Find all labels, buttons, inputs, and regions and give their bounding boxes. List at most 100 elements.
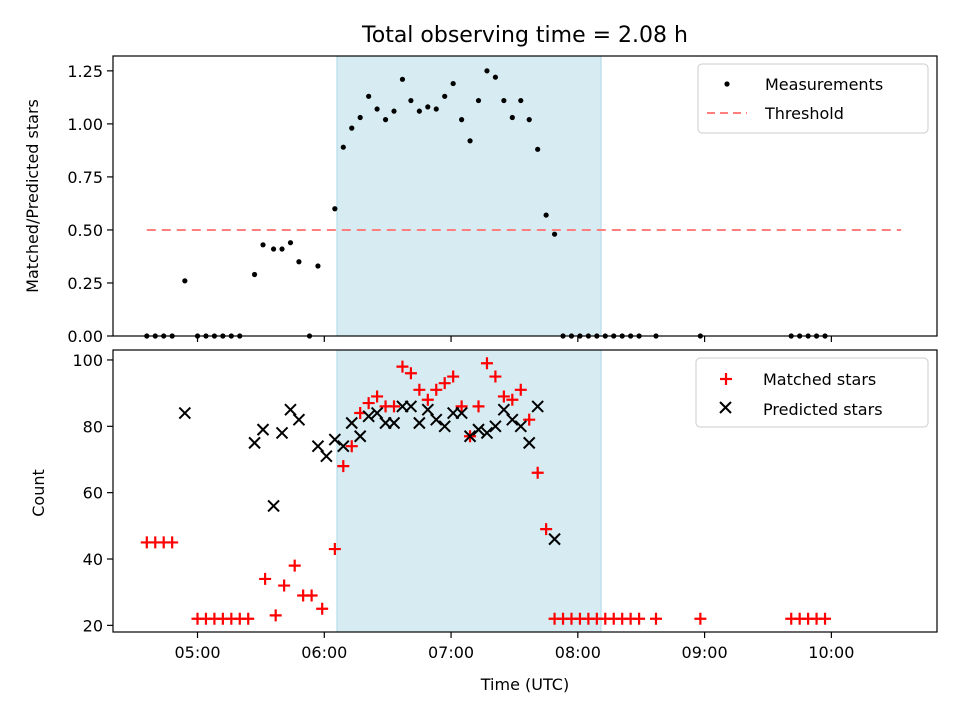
predicted-star-point (256, 423, 270, 436)
predicted-star-point (430, 413, 443, 426)
x-tick-label: 08:00 (555, 643, 601, 662)
predicted-star-point (472, 423, 485, 436)
measurement-point (251, 271, 258, 278)
predicted-star-point (362, 410, 375, 423)
matched-star-point (523, 413, 536, 426)
measurement-point (408, 97, 414, 104)
top-legend: Measurements Threshold (697, 63, 929, 134)
y-tick-label: 1.00 (67, 115, 103, 134)
y-tick-label: 0.00 (67, 327, 103, 346)
predicted-star-point (514, 420, 527, 433)
legend-predicted-marker (719, 401, 732, 414)
measurement-point (535, 146, 541, 152)
predicted-star-point (489, 420, 502, 433)
measurement-point (459, 117, 465, 123)
matched-star-point (413, 383, 426, 396)
matched-star-point (278, 579, 291, 592)
x-axis-label: Time (UTC) (480, 675, 569, 694)
predicted-star-point (275, 426, 289, 440)
predicted-star-point (548, 532, 561, 546)
measurement-point (475, 97, 482, 104)
x-tick-label: 10:00 (808, 643, 854, 662)
predicted-star-point (284, 403, 297, 416)
predicted-star-point (345, 416, 358, 430)
y-tick-label: 0.75 (67, 168, 103, 187)
measurement-point (349, 125, 355, 131)
measurement-point (543, 212, 549, 218)
measurement-point (182, 278, 188, 284)
measurement-point (433, 106, 439, 112)
predicted-star-point (455, 406, 468, 420)
predicted-star-point (421, 403, 435, 416)
y-tick-label: 1.25 (67, 62, 103, 81)
y-tick-label: 60 (83, 484, 103, 503)
predicted-star-point (320, 449, 333, 463)
predicted-star-point (497, 403, 511, 416)
measurement-point (492, 74, 499, 80)
matched-star-point (819, 612, 832, 625)
chart-title: Total observing time = 2.08 h (361, 23, 688, 48)
legend-box (695, 357, 929, 428)
legend-box (697, 63, 929, 134)
y-tick-label: 0.50 (67, 221, 103, 240)
predicted-star-point (311, 440, 325, 453)
measurement-point (450, 80, 456, 87)
bottom-chart-panel: 20 40 60 80 100 05:00 06:00 07:00 08:00 09:00 10:0… (29, 349, 938, 694)
top-plot-frame (112, 55, 938, 337)
predicted-star-point (438, 420, 451, 433)
matched-star-point (362, 397, 375, 410)
predicted-star-point (370, 406, 384, 420)
matched-star-point (649, 612, 662, 625)
predicted-stars-series (178, 400, 561, 546)
matched-star-point (345, 440, 358, 453)
y-tick-label: 40 (83, 550, 103, 569)
predicted-star-point (267, 499, 280, 513)
bottom-legend: Matched stars Predicted stars (695, 357, 929, 428)
measurement-point (425, 104, 431, 110)
x-tick-label: 06:00 (301, 643, 347, 662)
measurement-point (340, 144, 346, 150)
predicted-star-point (506, 413, 519, 426)
highlight-span (336, 55, 602, 337)
matched-star-point (514, 383, 527, 396)
matched-star-point (489, 370, 502, 383)
measurement-point (391, 108, 397, 114)
x-tick-label: 05:00 (174, 643, 220, 662)
predicted-star-point (523, 436, 536, 450)
predicted-star-point (480, 426, 494, 440)
matched-star-point (269, 609, 282, 622)
predicted-star-point (337, 440, 350, 453)
top-axis-ticks: 0.00 0.25 0.50 0.75 1.00 1.25 (67, 62, 832, 346)
measurement-point (332, 206, 338, 212)
x-tick-label: 09:00 (682, 643, 728, 662)
y-tick-label: 100 (72, 351, 103, 370)
matched-star-point (497, 390, 510, 403)
predicted-star-point (328, 433, 342, 446)
measurement-point (518, 97, 524, 104)
matched-star-point (404, 367, 417, 380)
matched-star-point (288, 559, 301, 572)
x-tick-label: 07:00 (428, 643, 474, 662)
predicted-star-point (248, 436, 261, 450)
measurement-point (270, 246, 277, 252)
measurement-point (366, 93, 372, 99)
matched-star-point (438, 377, 451, 390)
measurement-point (260, 242, 266, 248)
bottom-plot-frame (112, 349, 938, 633)
predicted-star-point (353, 430, 367, 443)
matched-star-point (305, 589, 318, 602)
matched-star-point (430, 383, 443, 396)
measurement-point (526, 117, 532, 123)
top-y-axis-label: Matched/Predicted stars (23, 99, 42, 293)
matched-star-point (506, 393, 519, 406)
y-tick-label: 20 (83, 616, 103, 635)
measurement-point (467, 138, 473, 144)
measurement-point (399, 76, 406, 82)
measurement-point (416, 108, 422, 114)
measurement-point (551, 231, 558, 237)
matched-star-point (328, 543, 341, 556)
matched-star-point (455, 400, 468, 413)
matched-star-point (694, 612, 707, 625)
legend-predicted-label: Predicted stars (763, 400, 883, 419)
